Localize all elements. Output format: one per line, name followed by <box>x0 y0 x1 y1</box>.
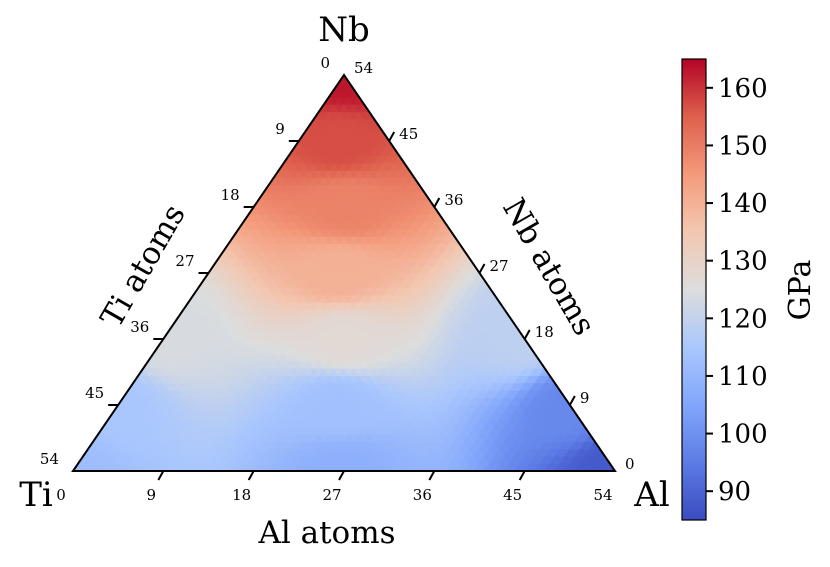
colorbar-tick-label: 100 <box>718 420 768 450</box>
right-tick-label: 27 <box>490 257 509 275</box>
bottom-tick-label: 0 <box>56 486 66 504</box>
bottom-axis-ticks: 0 9 18 27 36 45 54 <box>56 470 613 504</box>
bottom-tick-mark <box>157 470 165 481</box>
colorbar-tick-label: 150 <box>718 131 768 161</box>
colorbar-tick-label: 130 <box>718 247 768 277</box>
left-tick-label: 54 <box>40 450 59 468</box>
left-tick-label: 18 <box>221 186 240 204</box>
left-axis-ticks: 0 9 18 27 36 45 54 <box>40 54 330 468</box>
right-tick-mark <box>388 131 396 142</box>
right-tick-label: 9 <box>580 389 590 407</box>
bottom-tick-mark <box>247 470 255 481</box>
colorbar-label: GPa <box>783 260 818 321</box>
left-tick-label: 27 <box>175 252 194 270</box>
heatmap-cells <box>72 74 616 472</box>
colorbar-ticks: 90 100 110 120 130 140 150 160 <box>706 74 768 507</box>
left-tick-label: 36 <box>130 318 149 336</box>
left-tick-label: 45 <box>85 384 104 402</box>
colorbar <box>681 58 707 521</box>
right-tick-mark <box>568 395 576 406</box>
vertex-label-top: Nb <box>318 10 370 50</box>
right-tick-mark <box>478 263 486 274</box>
right-tick-label: 18 <box>535 323 554 341</box>
colorbar-tick-label: 110 <box>718 362 768 392</box>
right-tick-label: 0 <box>625 455 635 473</box>
colorbar-tick-label: 120 <box>718 304 768 334</box>
bottom-tick-label: 9 <box>147 486 157 504</box>
bottom-tick-label: 18 <box>232 486 251 504</box>
colorbar-tick-label: 160 <box>718 74 768 104</box>
colorbar-tick-label: 90 <box>718 477 751 507</box>
vertex-label-left: Ti <box>19 475 53 515</box>
right-tick-mark <box>523 329 531 340</box>
bottom-tick-label: 36 <box>413 486 432 504</box>
left-tick-label: 0 <box>320 54 330 72</box>
axis-label-bottom: Al atoms <box>257 515 395 551</box>
right-axis-ticks: 0 9 18 27 36 45 54 <box>354 59 635 473</box>
bottom-tick-label: 45 <box>503 486 522 504</box>
vertex-label-right: Al <box>633 475 669 515</box>
right-tick-label: 54 <box>354 59 373 77</box>
bottom-tick-label: 54 <box>593 486 612 504</box>
left-tick-label: 9 <box>275 120 285 138</box>
bottom-tick-mark <box>428 470 436 481</box>
colorbar-tick-label: 140 <box>718 189 768 219</box>
right-tick-mark <box>433 197 441 208</box>
right-tick-label: 45 <box>399 125 418 143</box>
bottom-tick-mark <box>518 470 526 481</box>
bottom-tick-label: 27 <box>322 486 341 504</box>
bottom-tick-mark <box>338 470 345 481</box>
right-tick-label: 36 <box>444 191 463 209</box>
